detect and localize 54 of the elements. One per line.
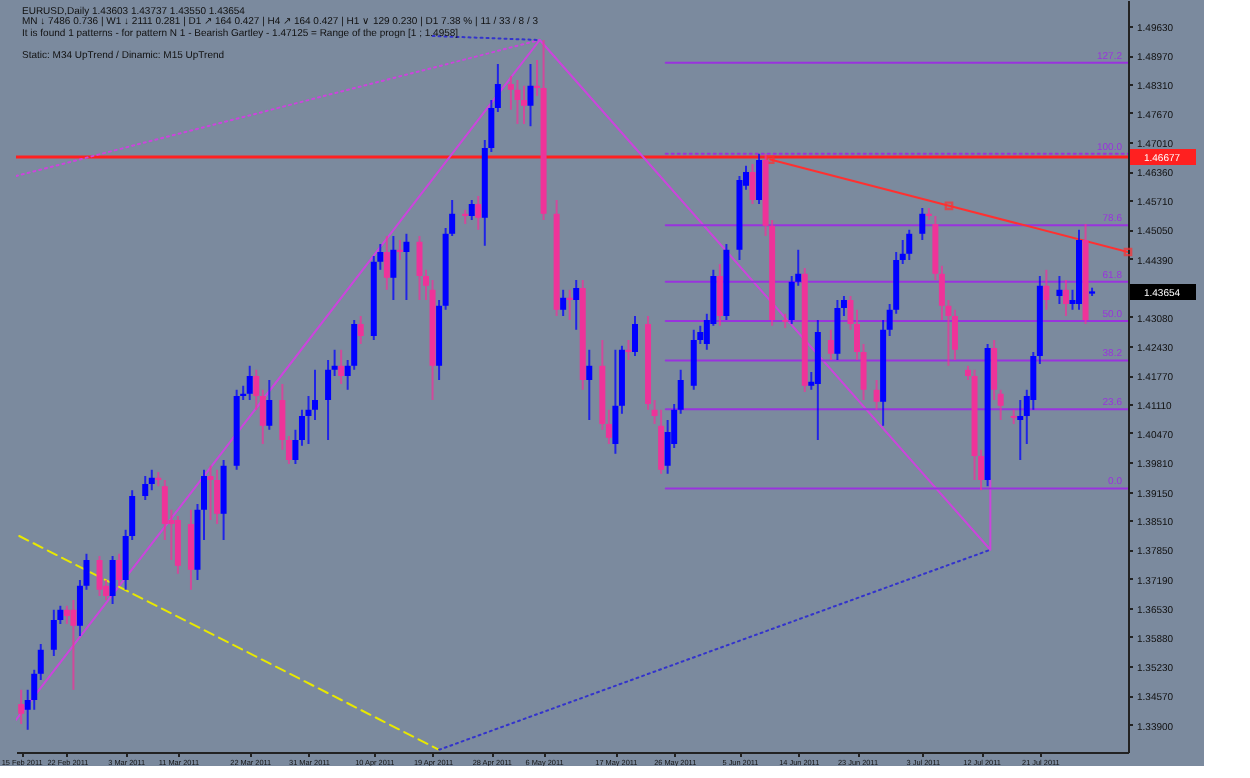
candlestick: [566, 288, 573, 321]
point: [765, 155, 775, 164]
candlestick: [716, 263, 723, 327]
candlestick: [514, 79, 521, 125]
candlestick: [749, 163, 756, 205]
candlestick: [220, 459, 227, 541]
candlestick: [383, 235, 390, 291]
candlestick: [756, 152, 763, 205]
candlestick: [475, 195, 482, 231]
candlestick: [390, 235, 397, 301]
candlestick: [357, 315, 364, 345]
candlestick: [1043, 268, 1050, 311]
candlestick: [625, 339, 632, 361]
candlestick: [396, 239, 403, 261]
candlestick: [416, 235, 423, 301]
candlestick: [834, 299, 841, 361]
candlestick: [50, 608, 57, 657]
candlestick: [214, 468, 221, 525]
point: [944, 201, 954, 211]
candlestick: [520, 84, 527, 125]
candlestick: [174, 515, 181, 575]
candlestick: [873, 379, 880, 411]
candlestick: [109, 555, 116, 605]
candlestick: [951, 308, 958, 361]
candlestick: [1056, 275, 1063, 305]
candlestick: [573, 279, 580, 331]
candlestick: [527, 63, 534, 128]
candlestick: [919, 207, 926, 241]
candlestick: [403, 232, 410, 301]
candlestick: [18, 688, 25, 725]
candlestick: [96, 555, 103, 597]
candlestick: [338, 348, 345, 385]
candlestick: [586, 348, 593, 421]
candlestick: [560, 288, 567, 317]
candlestick: [690, 328, 697, 391]
candlestick: [827, 328, 834, 361]
point: [1123, 247, 1133, 257]
candlestick: [70, 599, 77, 691]
candlestick: [266, 379, 273, 431]
candlestick: [187, 508, 194, 591]
candlestick: [246, 364, 253, 401]
candlestick: [612, 348, 619, 455]
candlestick: [991, 339, 998, 401]
candlestick: [631, 315, 638, 357]
candlestick: [1062, 279, 1069, 317]
candlestick: [116, 552, 123, 587]
candlestick: [658, 408, 665, 475]
candlestick: [207, 464, 214, 521]
candlestick: [906, 228, 913, 261]
line-series: [16, 39, 992, 721]
candlestick: [468, 199, 475, 221]
candlestick: [142, 475, 149, 501]
candlestick: [63, 604, 70, 625]
candlestick: [148, 468, 155, 492]
